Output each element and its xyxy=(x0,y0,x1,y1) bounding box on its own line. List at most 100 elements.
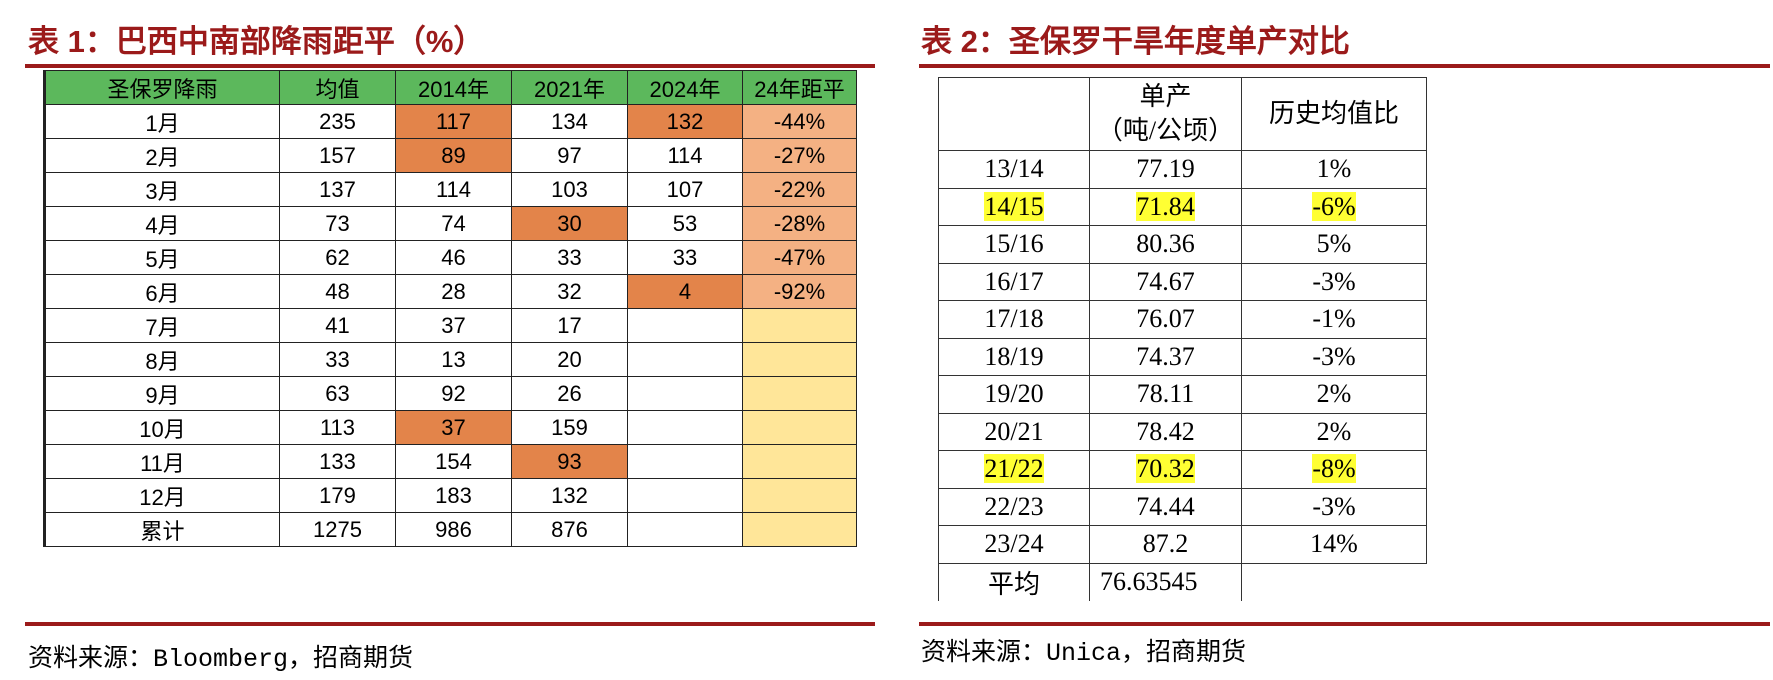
cell-text: 13/14 xyxy=(984,154,1044,184)
header-cell: 均值 xyxy=(279,70,396,105)
cell-text: 71.84 xyxy=(1136,191,1195,221)
cell-text: 5% xyxy=(1316,229,1352,259)
table-cell: 1% xyxy=(1241,150,1427,189)
table-cell: 92 xyxy=(395,376,512,411)
table-cell: 23/24 xyxy=(938,525,1090,564)
header-row: 圣保罗降雨 均值 2014年 2021年 2024年 24年距平 xyxy=(43,70,857,105)
title-rule xyxy=(25,64,875,68)
table-cell xyxy=(627,308,743,343)
table-cell: 179 xyxy=(279,478,396,513)
table-cell: 10月 xyxy=(43,410,280,445)
table-cell: 154 xyxy=(395,444,512,479)
cell-text: 14/15 xyxy=(984,191,1044,221)
table-cell: 986 xyxy=(395,512,512,547)
table-cell: 74.44 xyxy=(1089,487,1242,526)
table-cell xyxy=(627,512,743,547)
cell-text: 74.67 xyxy=(1136,266,1195,296)
table-cell xyxy=(627,444,743,479)
source: 资料来源：Bloomberg，招商期货 xyxy=(28,645,414,674)
cell-text: 78.42 xyxy=(1136,416,1195,446)
table-cell xyxy=(627,410,743,445)
table-cell: 48 xyxy=(279,274,396,309)
table-cell xyxy=(627,342,743,377)
table-cell: 87.2 xyxy=(1089,525,1242,564)
table-cell: -3% xyxy=(1241,337,1427,376)
table-cell: 80.36 xyxy=(1089,225,1242,264)
table-cell: 4 xyxy=(627,274,743,309)
table-cell: 5月 xyxy=(43,240,280,275)
table-cell: 78.11 xyxy=(1089,375,1242,414)
table-cell: 30 xyxy=(511,206,628,241)
cell-text: 14% xyxy=(1310,529,1358,559)
table-cell: 159 xyxy=(511,410,628,445)
table-cell: 76.63545 xyxy=(1089,562,1242,601)
table-cell: 97 xyxy=(511,138,628,173)
table-cell: 183 xyxy=(395,478,512,513)
table-cell: 132 xyxy=(627,104,743,139)
rainfall-table: 圣保罗降雨 均值 2014年 2021年 2024年 24年距平 1月 235 117 134 13… xyxy=(43,70,857,547)
table-row: 13/14 77.19 1% xyxy=(938,150,1427,189)
table-row: 4月 73 74 30 53 -28% xyxy=(43,206,857,241)
table-cell: 73 xyxy=(279,206,396,241)
table-cell: 53 xyxy=(627,206,743,241)
table-cell: 14/15 xyxy=(938,187,1090,226)
table-cell xyxy=(742,342,857,377)
cell-text: 80.36 xyxy=(1136,229,1195,259)
table-row: 22/23 74.44 -3% xyxy=(938,487,1427,526)
table-cell: 74.37 xyxy=(1089,337,1242,376)
cell-text: 2% xyxy=(1316,379,1352,409)
table-cell: 89 xyxy=(395,138,512,173)
table-row: 17/18 76.07 -1% xyxy=(938,300,1427,339)
table-cell: 22/23 xyxy=(938,487,1090,526)
table-cell: 2% xyxy=(1241,412,1427,451)
table-row: 15/16 80.36 5% xyxy=(938,225,1427,264)
table-cell: 7月 xyxy=(43,308,280,343)
table-cell: -92% xyxy=(742,274,857,309)
table-cell: 2月 xyxy=(43,138,280,173)
table-cell: 1275 xyxy=(279,512,396,547)
table-title: 表 2：圣保罗干旱年度单产对比 xyxy=(921,24,1350,59)
table-cell: 15/16 xyxy=(938,225,1090,264)
table-cell xyxy=(1241,562,1427,601)
table-row: 累计 1275 986 876 xyxy=(43,512,857,547)
table-cell: 33 xyxy=(279,342,396,377)
table-cell: 17/18 xyxy=(938,300,1090,339)
cell-text: 1% xyxy=(1316,154,1352,184)
cell-text: 70.32 xyxy=(1136,454,1195,484)
table-row: 20/21 78.42 2% xyxy=(938,412,1427,451)
cell-text: 19/20 xyxy=(984,379,1044,409)
table-row: 12月 179 183 132 xyxy=(43,478,857,513)
header-cell: 单产 （吨/公顷） xyxy=(1089,77,1242,151)
header-row: 单产 （吨/公顷） 历史均值比 xyxy=(938,77,1427,151)
table-row: 1月 235 117 134 132 -44% xyxy=(43,104,857,139)
table-cell: 6月 xyxy=(43,274,280,309)
table-cell: 46 xyxy=(395,240,512,275)
table-cell: -6% xyxy=(1241,187,1427,226)
table-cell: 12月 xyxy=(43,478,280,513)
table-cell: -44% xyxy=(742,104,857,139)
table-cell: 32 xyxy=(511,274,628,309)
table-cell: 77.19 xyxy=(1089,150,1242,189)
table-cell: 14% xyxy=(1241,525,1427,564)
table-cell: 113 xyxy=(279,410,396,445)
table-cell: 17 xyxy=(511,308,628,343)
table-row: 5月 62 46 33 33 -47% xyxy=(43,240,857,275)
table-cell: 78.42 xyxy=(1089,412,1242,451)
cell-text: 22/23 xyxy=(984,491,1044,521)
table-cell: 70.32 xyxy=(1089,450,1242,489)
table-cell: 93 xyxy=(511,444,628,479)
table-cell: 9月 xyxy=(43,376,280,411)
table-row: 2月 157 89 97 114 -27% xyxy=(43,138,857,173)
table-cell: 累计 xyxy=(43,512,280,547)
table-cell: 3月 xyxy=(43,172,280,207)
cell-text: 16/17 xyxy=(984,266,1044,296)
table-row: 10月 113 37 159 xyxy=(43,410,857,445)
table-cell: 33 xyxy=(627,240,743,275)
table-cell: 2% xyxy=(1241,375,1427,414)
table-cell: -1% xyxy=(1241,300,1427,339)
cell-text: -3% xyxy=(1312,266,1356,296)
table-cell: -27% xyxy=(742,138,857,173)
table-cell: 37 xyxy=(395,410,512,445)
header-cell: 历史均值比 xyxy=(1241,77,1427,151)
table-cell: 16/17 xyxy=(938,262,1090,301)
